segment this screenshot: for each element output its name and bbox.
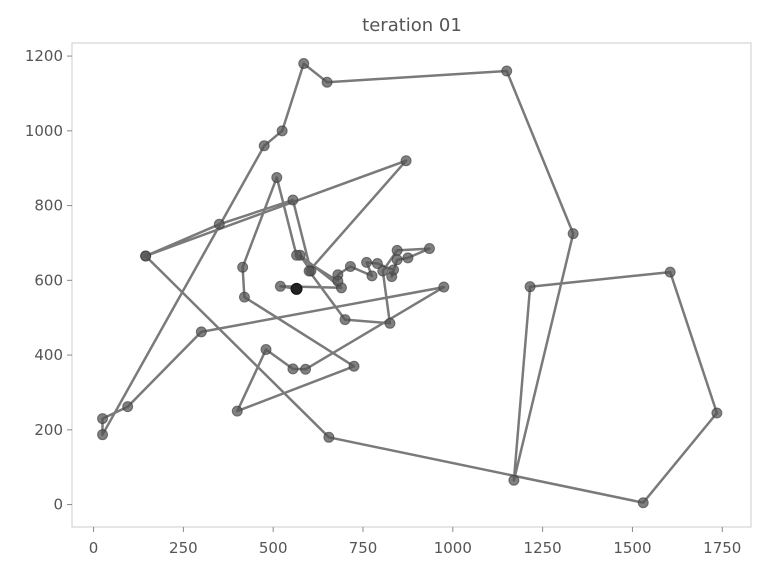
data-point [332, 275, 344, 287]
data-point [664, 266, 676, 278]
data-point [384, 317, 396, 329]
highlight-point [290, 282, 303, 295]
x-tick-label: 250 [169, 539, 198, 557]
data-point [237, 261, 249, 273]
series-line-group [101, 62, 719, 504]
data-point [238, 291, 250, 303]
data-point [637, 497, 649, 509]
plot-area-frame [71, 42, 752, 528]
data-point [344, 260, 356, 272]
data-point [274, 280, 286, 292]
data-point [213, 218, 225, 230]
data-point [567, 228, 579, 240]
data-point [438, 281, 450, 293]
y-tick-label: 1000 [25, 122, 63, 140]
y-tick-label: 800 [34, 197, 63, 215]
data-point [303, 265, 315, 277]
chart-title: teration 01 [362, 15, 462, 36]
data-point [287, 363, 299, 375]
data-point [260, 343, 272, 355]
data-point [276, 125, 288, 137]
data-point [271, 172, 283, 184]
data-point [402, 252, 414, 264]
series-path [101, 62, 719, 504]
x-tick-label: 1750 [703, 539, 741, 557]
data-point [339, 314, 351, 326]
data-point [371, 258, 383, 270]
x-tick-label: 750 [349, 539, 378, 557]
data-point [298, 58, 310, 70]
data-point [231, 405, 243, 417]
data-point [348, 360, 360, 372]
data-point [400, 155, 412, 167]
y-tick-label: 400 [34, 346, 63, 364]
x-tick-label: 1500 [613, 539, 651, 557]
data-point [97, 413, 109, 425]
data-point [140, 250, 152, 262]
data-point [291, 249, 303, 261]
y-tick-label: 600 [34, 271, 63, 289]
data-point [508, 474, 520, 486]
y-tick-label: 0 [53, 496, 63, 514]
y-tick-label: 200 [34, 421, 63, 439]
data-point [391, 254, 403, 266]
data-point [122, 401, 134, 413]
data-point [388, 264, 400, 276]
x-tick-label: 0 [89, 539, 99, 557]
data-point [501, 65, 513, 77]
data-point [391, 244, 403, 256]
data-point [258, 140, 270, 152]
x-tick-label: 1000 [434, 539, 472, 557]
axis-ticks: 0 250 500 750 1000 1250 1500 1750 0 200 400 600 800 1… [25, 47, 742, 557]
data-point [423, 243, 435, 255]
y-tick-label: 1200 [25, 47, 63, 65]
x-tick-label: 1250 [524, 539, 562, 557]
data-point [287, 194, 299, 206]
data-point [195, 326, 207, 338]
data-point [377, 265, 389, 277]
data-point [361, 256, 373, 268]
data-point [524, 281, 536, 293]
series-markers [97, 58, 723, 509]
data-point [300, 363, 312, 375]
data-point [97, 429, 109, 441]
data-point [321, 76, 333, 88]
data-point [711, 407, 723, 419]
x-tick-label: 500 [259, 539, 288, 557]
data-point [323, 431, 335, 443]
data-point [366, 270, 378, 282]
